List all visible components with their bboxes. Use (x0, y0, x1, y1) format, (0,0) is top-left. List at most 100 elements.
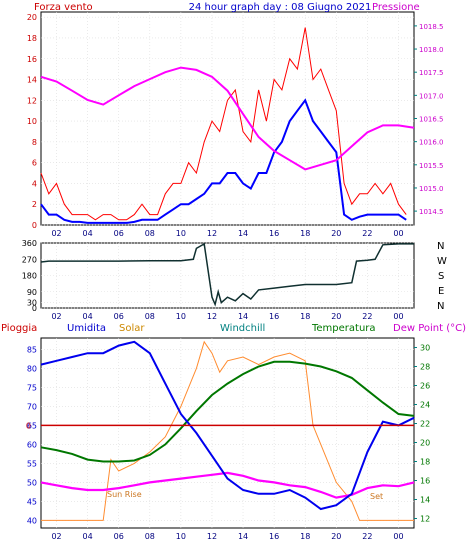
x-tick-label: 10 (176, 229, 186, 238)
humidity-tick-label: 80 (27, 364, 37, 373)
x-tick-label: 20 (331, 312, 341, 321)
x-tick-label: 02 (51, 532, 61, 541)
y-left-tick-label: 20 (27, 13, 37, 22)
compass-w: W (437, 256, 447, 267)
temperature-tick-label: 18 (420, 458, 430, 467)
wind-speed-label: Forza vento (34, 2, 93, 13)
y-right-tick-label: 1014.5 (419, 208, 444, 216)
x-tick-label: 14 (238, 312, 248, 321)
x-tick-label: 06 (114, 312, 124, 321)
x-tick-label: 16 (269, 532, 279, 541)
temperature-tick-label: 28 (420, 363, 430, 372)
x-tick-label: 06 (114, 532, 124, 541)
x-tick-label: 14 (238, 532, 248, 541)
solar-line (41, 340, 414, 521)
y-left-tick-label: 8 (32, 138, 37, 147)
direction-tick-label: 270 (22, 255, 37, 264)
y-right-tick-label: 1015.5 (419, 162, 444, 170)
x-tick-label: 18 (300, 532, 310, 541)
chart-title: 24 hour graph day : 08 Giugno 2021 (189, 2, 372, 13)
x-tick-label: 04 (83, 532, 93, 541)
temperature-tick-label: 26 (420, 382, 430, 391)
y-left-tick-label: 2 (32, 200, 37, 209)
y-right-tick-label: 1017.5 (419, 69, 444, 77)
x-tick-label: 12 (207, 229, 217, 238)
windchill-label: Windchill (220, 323, 265, 334)
x-tick-label: 20 (331, 229, 341, 238)
wind-average-line (40, 98, 407, 224)
direction-tick-label: 30 (27, 299, 37, 308)
humidity-line (40, 340, 415, 511)
compass-e: E (438, 286, 444, 297)
x-tick-label: 22 (362, 312, 372, 321)
humidity-tick-label: 40 (27, 516, 37, 525)
wind-speed-line (40, 27, 407, 221)
wind-pressure-panel (40, 11, 415, 226)
direction-tick-label: 90 (27, 288, 37, 297)
x-tick-label: 14 (238, 229, 248, 238)
temperature-tick-label: 24 (420, 401, 430, 410)
x-tick-label: 08 (145, 532, 155, 541)
y-right-tick-label: 1018.5 (419, 23, 444, 31)
x-tick-label: 08 (145, 312, 155, 321)
pressure-label: Pressione (372, 2, 420, 13)
rain-zero-label: 0 (26, 421, 31, 430)
solar-label: Solar (119, 323, 145, 334)
x-tick-label: 12 (207, 312, 217, 321)
y-left-tick-label: 16 (27, 55, 37, 64)
temperature-tick-label: 12 (420, 515, 430, 524)
temperature-label: Temperatura (311, 323, 376, 334)
direction-tick-label: 360 (22, 239, 37, 248)
humidity-tick-label: 65 (27, 421, 37, 430)
wind-direction-line (40, 242, 414, 307)
x-tick-label: 12 (207, 532, 217, 541)
humidity-tick-label: 75 (27, 383, 37, 392)
temperature-line (40, 360, 415, 463)
humidity-tick-label: 50 (27, 478, 37, 487)
y-left-tick-label: 6 (32, 159, 37, 168)
compass-n-top: N (437, 241, 444, 252)
humidity-tick-label: 85 (27, 345, 37, 354)
y-left-tick-label: 10 (27, 117, 37, 126)
y-right-tick-label: 1016.5 (419, 116, 444, 124)
sunset-annotation: Set (370, 492, 383, 501)
dew-point-label: Dew Point (°C) (393, 323, 466, 334)
y-left-tick-label: 14 (27, 76, 37, 85)
y-left-tick-label: 12 (27, 96, 37, 105)
rain-label: Pioggia (1, 323, 37, 334)
y-left-tick-label: 0 (32, 221, 37, 230)
x-tick-label: 20 (331, 532, 341, 541)
x-tick-label: 18 (300, 229, 310, 238)
humidity-label: Umidita (67, 323, 106, 334)
x-tick-label: 10 (176, 532, 186, 541)
humidity-tick-label: 60 (27, 440, 37, 449)
x-tick-label: 06 (114, 229, 124, 238)
compass-n-bottom: N (437, 301, 444, 312)
temperature-tick-label: 22 (420, 420, 430, 429)
temperature-tick-label: 14 (420, 496, 430, 505)
temperature-tick-label: 16 (420, 477, 430, 486)
x-tick-label: 18 (300, 312, 310, 321)
direction-tick-label: 0 (32, 304, 37, 313)
humidity-tick-label: 55 (27, 459, 37, 468)
temperature-tick-label: 20 (420, 439, 430, 448)
y-right-tick-label: 1017.0 (419, 92, 444, 100)
humidity-tick-label: 70 (27, 402, 37, 411)
y-left-tick-label: 18 (27, 34, 37, 43)
pressure-line (40, 66, 415, 171)
x-tick-label: 00 (393, 532, 403, 541)
y-right-tick-label: 1018.0 (419, 46, 444, 54)
sunrise-annotation: Sun Rise (107, 490, 142, 499)
y-right-tick-label: 1015.0 (419, 185, 444, 193)
temperature-tick-label: 30 (420, 344, 430, 353)
x-tick-label: 16 (269, 312, 279, 321)
x-tick-label: 00 (393, 229, 403, 238)
y-left-tick-label: 4 (32, 179, 37, 188)
x-tick-label: 04 (83, 312, 93, 321)
y-right-tick-label: 1016.0 (419, 139, 444, 147)
x-tick-label: 00 (393, 312, 403, 321)
x-tick-label: 08 (145, 229, 155, 238)
compass-s: S (438, 271, 444, 282)
x-tick-label: 22 (362, 229, 372, 238)
